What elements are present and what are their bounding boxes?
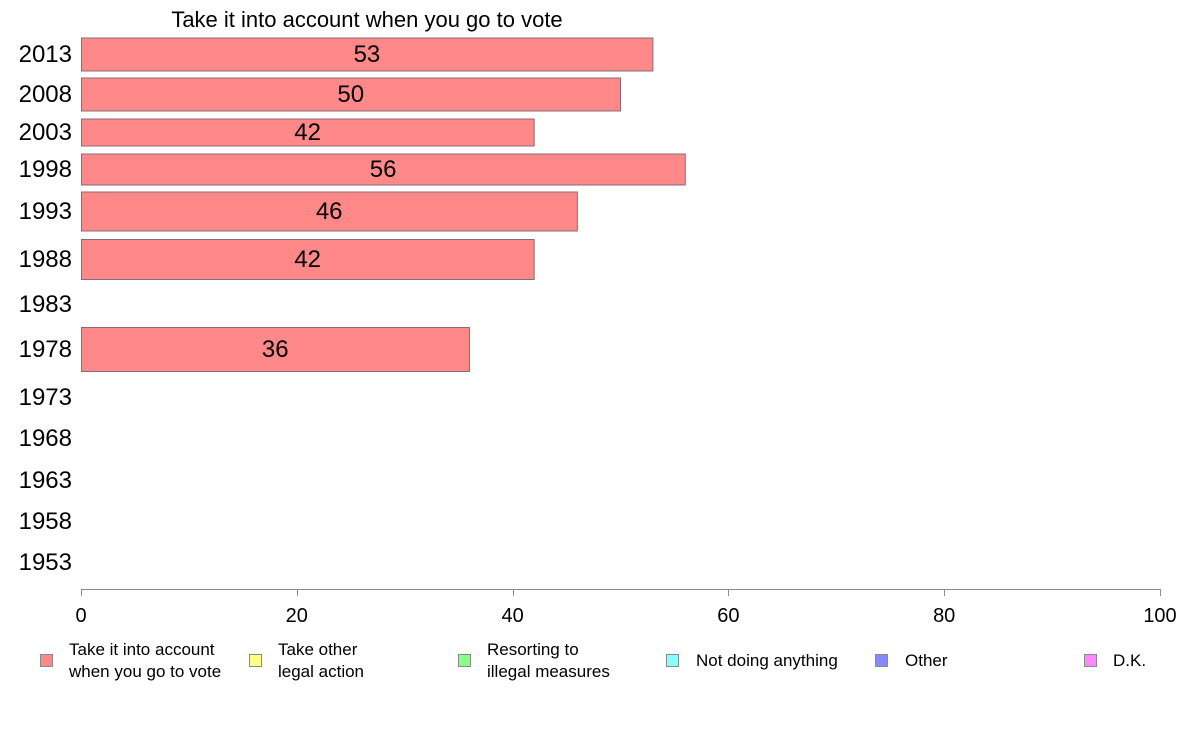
legend-swatch xyxy=(875,654,888,667)
x-tick-label-20: 20 xyxy=(286,605,308,627)
legend-swatch xyxy=(249,654,262,667)
x-tick-label-80: 80 xyxy=(933,605,955,627)
year-label-1973: 1973 xyxy=(19,384,72,411)
x-tick-label-40: 40 xyxy=(501,605,523,627)
x-axis: 0 20 40 60 80 100 xyxy=(75,589,1177,627)
year-label-1998: 1998 xyxy=(19,156,72,183)
legend-label: D.K. xyxy=(1113,651,1146,670)
year-label-2003: 2003 xyxy=(19,119,72,146)
legend-swatch xyxy=(458,654,471,667)
legend-swatch xyxy=(1084,654,1097,667)
year-label-1978: 1978 xyxy=(19,336,72,363)
year-labels-layer: 2013 2008 2003 1998 1993 1988 1983 1978 1973 1968… xyxy=(19,41,72,576)
bar-1988 xyxy=(81,239,535,280)
bar-2008 xyxy=(81,77,621,112)
bar-2013 xyxy=(81,37,654,72)
legend-swatch xyxy=(666,654,679,667)
year-label-1968: 1968 xyxy=(19,425,72,452)
legend-item-4: Not doing anything xyxy=(666,651,838,670)
legend-swatch xyxy=(40,654,53,667)
bar-value-label-2013: 53 xyxy=(354,41,381,68)
x-tick-label-60: 60 xyxy=(717,605,739,627)
x-tick-label-0: 0 xyxy=(75,605,86,627)
legend-label: Take it into account xyxy=(69,640,215,659)
year-label-1988: 1988 xyxy=(19,246,72,273)
chart-title: Take it into account when you go to vote xyxy=(171,7,562,32)
legend-item-3: Resorting to illegal measures xyxy=(458,640,610,681)
legend-item-2: Take other legal action xyxy=(249,640,364,681)
legend-label: Other xyxy=(905,651,948,670)
legend-label: legal action xyxy=(278,662,364,681)
year-label-1963: 1963 xyxy=(19,467,72,494)
year-label-1958: 1958 xyxy=(19,508,72,535)
legend-item-6: D.K. xyxy=(1084,651,1146,670)
legend-label: Take other xyxy=(278,640,358,659)
legend-label: Resorting to xyxy=(487,640,579,659)
bar-1978 xyxy=(81,327,470,372)
x-tick-label-100: 100 xyxy=(1143,605,1176,627)
year-label-1953: 1953 xyxy=(19,549,72,576)
bar-value-label-1978: 36 xyxy=(262,336,289,363)
bar-2003 xyxy=(81,118,535,147)
legend-label: Not doing anything xyxy=(696,651,838,670)
year-label-1993: 1993 xyxy=(19,198,72,225)
legend-item-1: Take it into account when you go to vote xyxy=(40,640,221,681)
year-label-1983: 1983 xyxy=(19,291,72,318)
legend-label: illegal measures xyxy=(487,662,610,681)
legend-item-5: Other xyxy=(875,651,948,670)
year-label-2008: 2008 xyxy=(19,81,72,108)
bar-value-label-2008: 50 xyxy=(337,81,364,108)
bar-1998 xyxy=(81,153,686,186)
bar-value-label-1993: 46 xyxy=(316,198,343,225)
bar-value-label-2003: 42 xyxy=(294,119,321,146)
bars-layer: 53 50 42 56 46 42 36 xyxy=(81,37,686,372)
bar-value-label-1988: 42 xyxy=(294,246,321,273)
year-label-2013: 2013 xyxy=(19,41,72,68)
bar-value-label-1998: 56 xyxy=(370,156,397,183)
legend-label: when you go to vote xyxy=(68,662,221,681)
bar-1993 xyxy=(81,191,578,232)
